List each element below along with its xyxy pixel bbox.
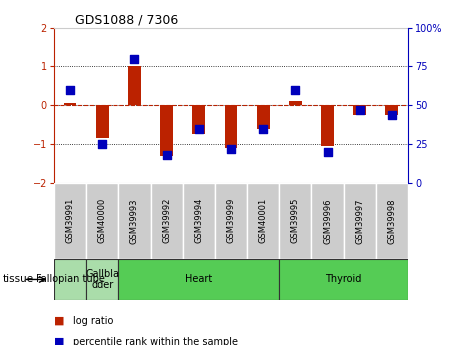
- Text: GSM39995: GSM39995: [291, 198, 300, 244]
- Text: GSM39996: GSM39996: [323, 198, 332, 244]
- Bar: [64, 103, 76, 105]
- Bar: [215, 183, 247, 259]
- Point: [324, 149, 331, 155]
- Point: [195, 126, 203, 131]
- Text: GSM39997: GSM39997: [355, 198, 364, 244]
- Bar: [311, 183, 344, 259]
- Text: GSM39998: GSM39998: [387, 198, 396, 244]
- Text: GSM39993: GSM39993: [130, 198, 139, 244]
- Point: [98, 141, 106, 147]
- Text: GSM39999: GSM39999: [227, 198, 235, 244]
- Point: [259, 126, 267, 131]
- Bar: [151, 183, 183, 259]
- Bar: [183, 183, 215, 259]
- Text: GSM39994: GSM39994: [194, 198, 203, 244]
- Text: GSM39992: GSM39992: [162, 198, 171, 244]
- Text: GSM39991: GSM39991: [66, 198, 75, 244]
- Point: [66, 87, 74, 92]
- Bar: [86, 259, 118, 300]
- Bar: [279, 259, 408, 300]
- Bar: [54, 183, 86, 259]
- Bar: [160, 105, 173, 156]
- Bar: [386, 105, 398, 115]
- Text: percentile rank within the sample: percentile rank within the sample: [73, 337, 238, 345]
- Point: [163, 152, 170, 158]
- Bar: [118, 183, 151, 259]
- Text: Thyroid: Thyroid: [325, 275, 362, 284]
- Bar: [118, 259, 279, 300]
- Bar: [279, 183, 311, 259]
- Text: ■: ■: [54, 316, 64, 326]
- Bar: [247, 183, 279, 259]
- Bar: [344, 183, 376, 259]
- Point: [388, 112, 396, 117]
- Text: ■: ■: [54, 337, 64, 345]
- Text: tissue: tissue: [2, 275, 33, 284]
- Bar: [96, 105, 109, 138]
- Bar: [289, 101, 302, 105]
- Text: Gallbla
dder: Gallbla dder: [85, 269, 119, 290]
- Point: [292, 87, 299, 92]
- Bar: [86, 183, 118, 259]
- Bar: [225, 105, 237, 148]
- Point: [227, 146, 234, 151]
- Bar: [376, 183, 408, 259]
- Bar: [257, 105, 270, 128]
- Text: GDS1088 / 7306: GDS1088 / 7306: [75, 13, 178, 27]
- Bar: [54, 259, 86, 300]
- Text: Fallopian tube: Fallopian tube: [36, 275, 105, 284]
- Point: [356, 107, 363, 112]
- Text: log ratio: log ratio: [73, 316, 113, 326]
- Bar: [353, 105, 366, 115]
- Point: [131, 56, 138, 61]
- Text: Heart: Heart: [185, 275, 212, 284]
- Text: GSM40001: GSM40001: [259, 198, 268, 244]
- Text: GSM40000: GSM40000: [98, 198, 107, 244]
- Bar: [128, 66, 141, 105]
- Bar: [192, 105, 205, 134]
- Bar: [321, 105, 334, 146]
